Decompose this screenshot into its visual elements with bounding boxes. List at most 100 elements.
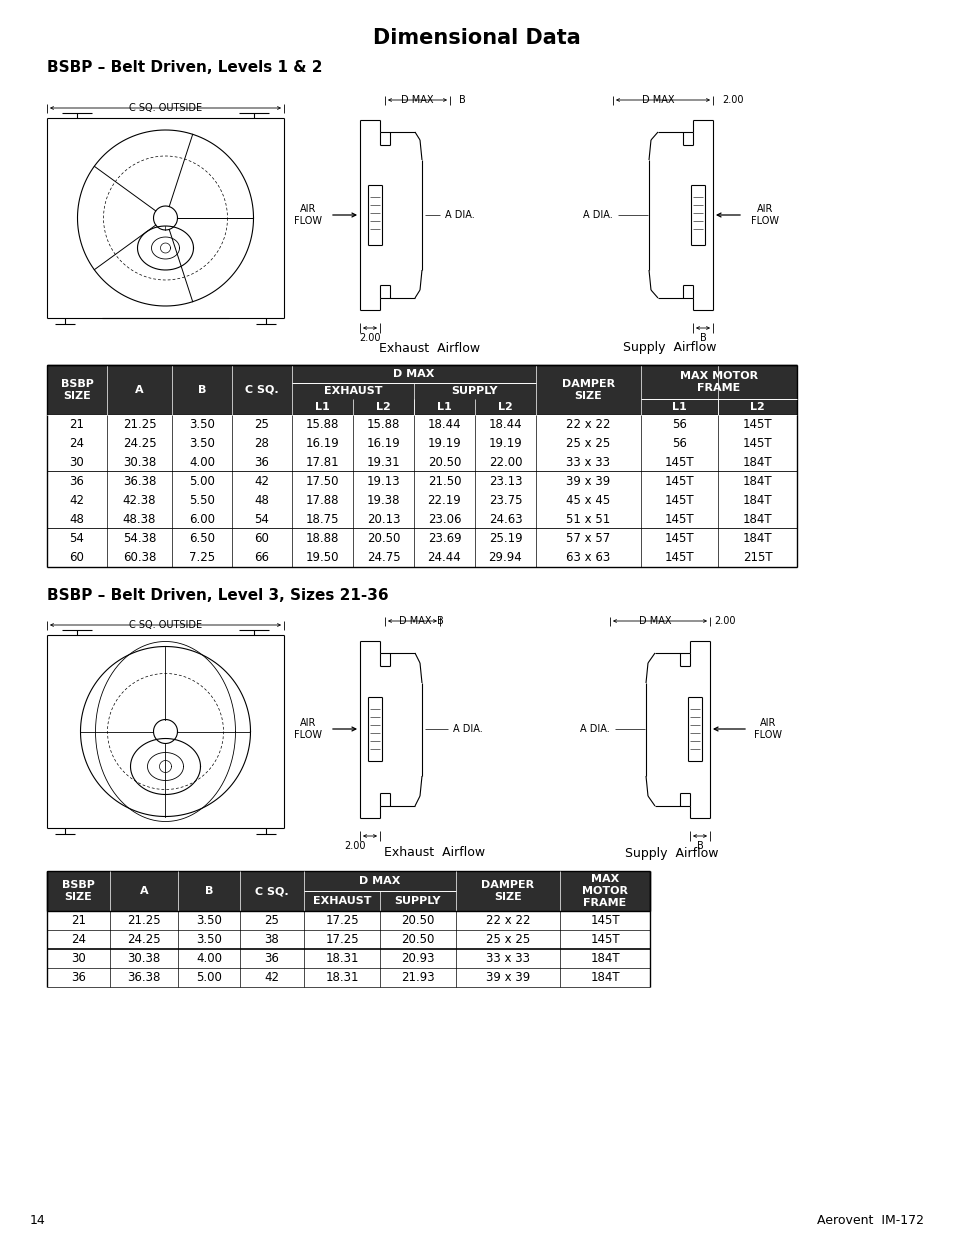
Text: 24.25: 24.25 [127,932,161,946]
Text: 25.19: 25.19 [488,532,521,545]
Text: 5.00: 5.00 [189,475,214,488]
Text: L1: L1 [436,403,452,412]
Bar [47,871,649,911]
Text: 30: 30 [71,952,86,965]
Text: 36: 36 [254,456,269,469]
Text: EXHAUST: EXHAUST [313,897,371,906]
Text: 21.25: 21.25 [123,417,156,431]
Text: A DIA.: A DIA. [582,210,612,220]
Text: 42: 42 [264,971,279,984]
Text: Exhaust  Airflow: Exhaust Airflow [379,342,480,354]
Text: 19.19: 19.19 [488,437,522,450]
Text: 184T: 184T [741,532,772,545]
Text: 23.06: 23.06 [427,513,460,526]
Text: D MAX: D MAX [639,616,671,626]
Text: B: B [696,841,702,851]
Text: 57 x 57: 57 x 57 [566,532,610,545]
Text: 145T: 145T [664,513,694,526]
Text: A: A [139,885,148,897]
Text: 21.50: 21.50 [427,475,460,488]
Text: DAMPER
SIZE: DAMPER SIZE [561,379,615,401]
Text: 48.38: 48.38 [123,513,156,526]
Text: 145T: 145T [664,551,694,564]
Text: 18.31: 18.31 [325,952,358,965]
Text: MAX
MOTOR
FRAME: MAX MOTOR FRAME [581,874,627,908]
Text: A: A [135,385,144,395]
Text: 20.50: 20.50 [401,914,435,927]
Text: AIR
FLOW: AIR FLOW [294,719,322,740]
Text: 19.31: 19.31 [366,456,400,469]
Text: 23.13: 23.13 [488,475,521,488]
Text: 18.75: 18.75 [305,513,339,526]
Text: 30: 30 [70,456,84,469]
Text: Aerovent  IM-172: Aerovent IM-172 [816,1214,923,1226]
Text: 22.19: 22.19 [427,494,461,508]
Text: 145T: 145T [590,932,619,946]
Text: 17.25: 17.25 [325,914,358,927]
Text: 17.25: 17.25 [325,932,358,946]
Text: 145T: 145T [741,417,772,431]
Text: C SQ. OUTSIDE: C SQ. OUTSIDE [129,620,202,630]
Text: 42: 42 [254,475,269,488]
Text: D MAX: D MAX [641,95,674,105]
Text: 4.00: 4.00 [195,952,222,965]
Text: 21.93: 21.93 [401,971,435,984]
Text: 60: 60 [254,532,269,545]
Text: 54: 54 [254,513,269,526]
Text: 22 x 22: 22 x 22 [566,417,610,431]
Text: BSBP – Belt Driven, Levels 1 & 2: BSBP – Belt Driven, Levels 1 & 2 [47,61,322,75]
Text: 23.69: 23.69 [427,532,461,545]
Text: EXHAUST: EXHAUST [323,387,382,396]
Text: Supply  Airflow: Supply Airflow [624,846,718,860]
Text: 24.44: 24.44 [427,551,461,564]
Text: AIR
FLOW: AIR FLOW [753,719,781,740]
Text: 29.94: 29.94 [488,551,522,564]
Text: 33 x 33: 33 x 33 [485,952,530,965]
Text: 42.38: 42.38 [123,494,156,508]
Text: MAX MOTOR
FRAME: MAX MOTOR FRAME [679,372,758,393]
Text: B: B [197,385,206,395]
Text: 51 x 51: 51 x 51 [566,513,610,526]
Text: C SQ.: C SQ. [245,385,278,395]
Text: 38: 38 [264,932,279,946]
Text: B: B [699,333,705,343]
Text: 21.25: 21.25 [127,914,161,927]
Text: 28: 28 [254,437,269,450]
Text: 20.93: 20.93 [401,952,435,965]
Text: 24: 24 [70,437,85,450]
Text: SUPPLY: SUPPLY [395,897,441,906]
Text: 184T: 184T [741,513,772,526]
Text: A DIA.: A DIA. [445,210,475,220]
Text: 20.50: 20.50 [401,932,435,946]
Text: 18.31: 18.31 [325,971,358,984]
Text: 60.38: 60.38 [123,551,156,564]
Text: 145T: 145T [664,532,694,545]
Text: 54: 54 [70,532,85,545]
Bar [47,472,796,492]
Text: C SQ.: C SQ. [254,885,289,897]
Text: 20.13: 20.13 [366,513,400,526]
Text: L1: L1 [672,403,686,412]
Text: 25 x 25: 25 x 25 [485,932,530,946]
Text: AIR
FLOW: AIR FLOW [750,204,779,226]
Text: 5.00: 5.00 [196,971,222,984]
Text: 63 x 63: 63 x 63 [566,551,610,564]
Text: 60: 60 [70,551,85,564]
Text: SUPPLY: SUPPLY [452,387,497,396]
Text: 36: 36 [71,971,86,984]
Text: AIR
FLOW: AIR FLOW [294,204,322,226]
Bar [47,433,796,453]
Text: 20.50: 20.50 [427,456,460,469]
Bar [47,548,796,567]
Text: 33 x 33: 33 x 33 [566,456,610,469]
Text: 2.00: 2.00 [344,841,365,851]
Text: 24: 24 [71,932,86,946]
Bar [47,453,796,472]
Bar [47,415,796,433]
Text: 15.88: 15.88 [306,417,339,431]
Text: 6.00: 6.00 [189,513,214,526]
Text: 24.63: 24.63 [488,513,521,526]
Text: B: B [436,616,443,626]
Text: 184T: 184T [741,494,772,508]
Text: 25: 25 [264,914,279,927]
